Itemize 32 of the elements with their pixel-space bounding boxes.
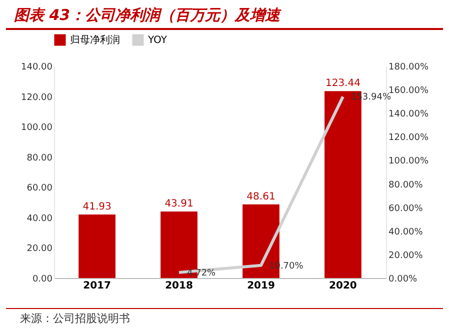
y2-tick-label: 60.00% (388, 204, 424, 214)
y-tick-label: 0.00 (32, 274, 53, 284)
y2-tick-label: 80.00% (388, 180, 424, 190)
x-tick-label: 2020 (329, 280, 357, 292)
y2-tick-label: 0.00% (388, 274, 418, 284)
data-label: 4.72% (187, 268, 216, 278)
y2-tick-label: 20.00% (388, 250, 424, 261)
legend-label: 归母净利润 (70, 34, 120, 46)
chart-title: 图表 43：公司净利润（百万元）及增速 (6, 0, 443, 30)
y-tick-label: 140.00 (21, 62, 53, 72)
data-label: 43.91 (164, 198, 194, 210)
y-tick-label: 120.00 (21, 92, 53, 103)
data-label: 41.93 (82, 202, 112, 213)
y-tick-label: 60.00 (26, 184, 53, 194)
y2-tick-label: 180.00% (388, 62, 429, 72)
x-tick-label: 2019 (247, 280, 275, 292)
legend-label: YOY (147, 35, 168, 46)
y-tick-label: 100.00 (21, 123, 53, 134)
y-tick-label: 40.00 (26, 214, 53, 224)
bar (78, 214, 116, 278)
y2-tick-label: 40.00% (388, 227, 424, 238)
y2-tick-label: 140.00% (388, 110, 429, 120)
y2-tick-label: 120.00% (388, 133, 429, 144)
data-label: 123.44 (325, 78, 360, 90)
y-tick-label: 20.00 (26, 244, 53, 254)
y2-tick-label: 100.00% (388, 156, 429, 167)
x-tick-label: 2018 (165, 280, 193, 292)
source-note: 来源：公司招股说明书 (6, 308, 443, 328)
y-tick-label: 80.00 (26, 153, 53, 164)
y2-tick-label: 160.00% (388, 86, 429, 96)
data-label: 48.61 (246, 191, 276, 202)
x-tick-label: 2017 (83, 280, 111, 292)
